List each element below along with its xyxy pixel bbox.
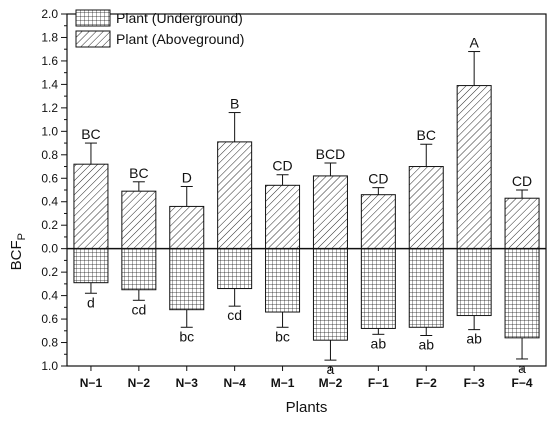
bar-aboveground bbox=[456, 85, 492, 250]
sig-label-underground: a bbox=[327, 361, 335, 377]
x-tick-label: M−1 bbox=[271, 376, 295, 390]
y-axis-title: BCFP bbox=[8, 233, 28, 270]
y-tick-label: 1.8 bbox=[41, 30, 58, 44]
legend-swatch-underground bbox=[75, 9, 111, 27]
bar-underground bbox=[169, 248, 205, 311]
legend: Plant (Underground) Plant (Aboveground) bbox=[75, 9, 244, 48]
sig-label-aboveground: BC bbox=[81, 126, 100, 142]
sig-label-aboveground: A bbox=[469, 35, 479, 51]
y-tick-label: 1.0 bbox=[41, 124, 58, 138]
y-tick-label: 0.8 bbox=[41, 148, 58, 162]
axes-layer: N−1 N−2 N−3 N−4 M−1 M−2 F−1 F−2 F−3 F−4 2.0 1.8 1.6 1… bbox=[8, 7, 547, 416]
sig-label-aboveground: CD bbox=[272, 158, 292, 174]
sig-label-aboveground: BCD bbox=[316, 146, 346, 162]
x-tick-label: F−4 bbox=[512, 376, 533, 390]
y-tick-label: 0.4 bbox=[41, 195, 58, 209]
y-tick-label: 0.6 bbox=[41, 171, 58, 185]
bar-underground bbox=[408, 248, 444, 328]
bar-aboveground bbox=[312, 175, 348, 250]
bar-aboveground bbox=[169, 205, 205, 250]
bar-underground bbox=[217, 248, 253, 290]
y-tick-label: 0.0 bbox=[41, 242, 58, 256]
x-tick-label: N−3 bbox=[176, 376, 199, 390]
legend-label-underground: Plant (Underground) bbox=[116, 10, 243, 26]
sig-label-aboveground: CD bbox=[368, 171, 388, 187]
bar-aboveground bbox=[265, 184, 301, 250]
x-tick-label: N−2 bbox=[128, 376, 151, 390]
y-tick-label: 1.2 bbox=[41, 101, 58, 115]
y-tick-label: 0.2 bbox=[41, 265, 58, 279]
sig-label-underground: bc bbox=[275, 328, 290, 344]
y-tick-label: 0.4 bbox=[41, 289, 58, 303]
legend-swatch-aboveground bbox=[75, 30, 111, 48]
sig-label-aboveground: BC bbox=[129, 165, 148, 181]
labels-layer: d BC cd BC bc Dcd Bbc CD a BCD ab CD ab BC ab Aa CD bbox=[81, 35, 532, 378]
sig-label-aboveground: B bbox=[230, 96, 239, 112]
legend-label-aboveground: Plant (Aboveground) bbox=[116, 31, 244, 47]
y-tick-label: 2.0 bbox=[41, 7, 58, 21]
bars-layer bbox=[73, 51, 540, 361]
y-tick-label: 1.4 bbox=[41, 77, 58, 91]
sig-label-aboveground: BC bbox=[417, 127, 436, 143]
bar-underground bbox=[360, 248, 396, 329]
bar-aboveground bbox=[121, 190, 157, 250]
y-tick-label: 1.6 bbox=[41, 54, 58, 68]
bar-aboveground bbox=[73, 163, 109, 250]
bar-underground bbox=[73, 248, 109, 284]
y-tick-label: 0.8 bbox=[41, 336, 58, 350]
sig-label-underground: cd bbox=[131, 301, 146, 317]
x-axis-title: Plants bbox=[286, 399, 328, 416]
x-tick-label: F−2 bbox=[416, 376, 437, 390]
bar-underground bbox=[456, 248, 492, 317]
sig-label-aboveground: CD bbox=[512, 173, 532, 189]
sig-label-underground: cd bbox=[227, 307, 242, 323]
x-tick-label: N−4 bbox=[223, 376, 246, 390]
x-tick-label: F−1 bbox=[368, 376, 389, 390]
y-tick-label: 0.2 bbox=[41, 218, 58, 232]
bar-aboveground bbox=[408, 166, 444, 250]
sig-label-underground: ab bbox=[418, 336, 434, 352]
sig-label-underground: bc bbox=[179, 328, 194, 344]
bar-aboveground bbox=[360, 194, 396, 250]
x-tick-label: N−1 bbox=[80, 376, 103, 390]
bar-underground bbox=[504, 248, 540, 339]
bar-aboveground bbox=[217, 141, 253, 250]
sig-label-underground: ab bbox=[466, 331, 482, 347]
bar-underground bbox=[312, 248, 348, 341]
bar-underground bbox=[121, 248, 157, 291]
sig-label-aboveground: D bbox=[182, 169, 192, 185]
x-tick-label: F−3 bbox=[464, 376, 485, 390]
sig-label-underground: a bbox=[518, 360, 526, 376]
x-tick-label: M−2 bbox=[319, 376, 343, 390]
bar-underground bbox=[265, 248, 301, 313]
y-tick-label: 0.6 bbox=[41, 312, 58, 326]
sig-label-underground: ab bbox=[371, 335, 387, 351]
y-tick-label: 1.0 bbox=[41, 359, 58, 373]
sig-label-underground: d bbox=[87, 294, 95, 310]
bar-aboveground bbox=[504, 197, 540, 250]
